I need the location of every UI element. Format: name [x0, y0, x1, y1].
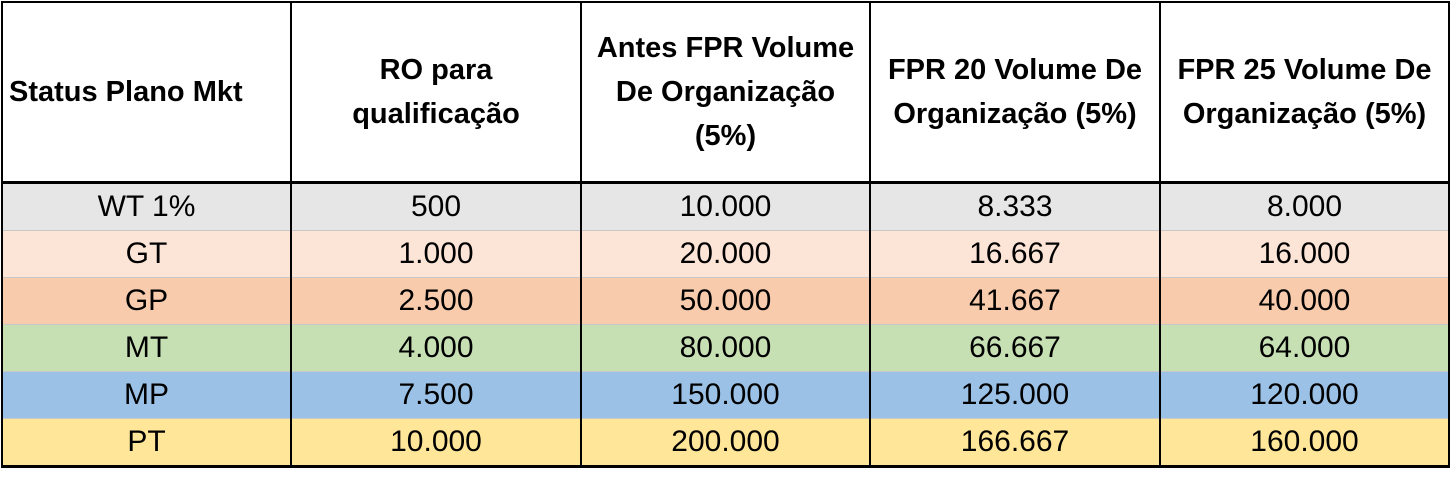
cell-antes-fpr[interactable]: 10.000: [580, 181, 871, 231]
table-row: MT 4.000 80.000 66.667 64.000: [1, 324, 1450, 372]
cell-ro[interactable]: 10.000: [290, 418, 582, 468]
cell-fpr-25[interactable]: 40.000: [1159, 277, 1450, 325]
cell-fpr-25[interactable]: 120.000: [1159, 371, 1450, 419]
table-row: GT 1.000 20.000 16.667 16.000: [1, 230, 1450, 278]
cell-fpr-20[interactable]: 41.667: [869, 277, 1161, 325]
cell-ro[interactable]: 2.500: [290, 277, 582, 325]
cell-fpr-25[interactable]: 16.000: [1159, 230, 1450, 278]
header-ro-qualificacao[interactable]: RO para qualificação: [290, 1, 582, 184]
cell-fpr-20[interactable]: 125.000: [869, 371, 1161, 419]
cell-fpr-20[interactable]: 166.667: [869, 418, 1161, 468]
cell-status[interactable]: PT: [1, 418, 292, 468]
cell-antes-fpr[interactable]: 200.000: [580, 418, 871, 468]
cell-antes-fpr[interactable]: 50.000: [580, 277, 871, 325]
cell-status[interactable]: MT: [1, 324, 292, 372]
header-status-plano[interactable]: Status Plano Mkt: [1, 1, 292, 184]
cell-status[interactable]: WT 1%: [1, 181, 292, 231]
cell-ro[interactable]: 7.500: [290, 371, 582, 419]
cell-fpr-25[interactable]: 64.000: [1159, 324, 1450, 372]
cell-status[interactable]: MP: [1, 371, 292, 419]
cell-fpr-25[interactable]: 8.000: [1159, 181, 1450, 231]
cell-fpr-20[interactable]: 66.667: [869, 324, 1161, 372]
cell-status[interactable]: GT: [1, 230, 292, 278]
header-fpr-25[interactable]: FPR 25 Volume De Organização (5%): [1159, 1, 1450, 184]
table-row: MP 7.500 150.000 125.000 120.000: [1, 371, 1450, 419]
cell-status[interactable]: GP: [1, 277, 292, 325]
table-row: GP 2.500 50.000 41.667 40.000: [1, 277, 1450, 325]
cell-ro[interactable]: 4.000: [290, 324, 582, 372]
cell-fpr-25[interactable]: 160.000: [1159, 418, 1450, 468]
cell-ro[interactable]: 1.000: [290, 230, 582, 278]
header-antes-fpr[interactable]: Antes FPR Volume De Organização (5%): [580, 1, 871, 184]
cell-antes-fpr[interactable]: 80.000: [580, 324, 871, 372]
cell-fpr-20[interactable]: 8.333: [869, 181, 1161, 231]
header-fpr-20[interactable]: FPR 20 Volume De Organização (5%): [869, 1, 1161, 184]
table-row: WT 1% 500 10.000 8.333 8.000: [1, 181, 1450, 231]
cell-ro[interactable]: 500: [290, 181, 582, 231]
cell-antes-fpr[interactable]: 20.000: [580, 230, 871, 278]
header-row: Status Plano Mkt RO para qualificação An…: [1, 1, 1450, 184]
cell-fpr-20[interactable]: 16.667: [869, 230, 1161, 278]
table-row: PT 10.000 200.000 166.667 160.000: [1, 418, 1450, 468]
cell-antes-fpr[interactable]: 150.000: [580, 371, 871, 419]
status-plano-table: Status Plano Mkt RO para qualificação An…: [1, 1, 1450, 468]
